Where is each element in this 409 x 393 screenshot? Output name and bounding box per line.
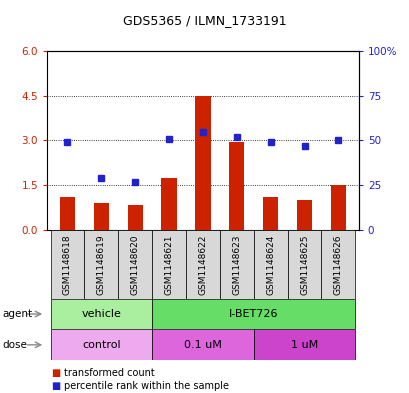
Bar	[161, 178, 176, 230]
Bar	[253, 329, 355, 360]
Bar	[127, 205, 142, 230]
Text: GSM1148622: GSM1148622	[198, 235, 207, 295]
Bar	[152, 299, 355, 329]
Bar	[94, 203, 109, 230]
Bar	[263, 197, 278, 230]
Bar	[219, 230, 253, 299]
Text: control: control	[82, 340, 120, 350]
Bar	[50, 230, 84, 299]
Text: GSM1148625: GSM1148625	[299, 235, 308, 295]
Bar	[195, 96, 210, 230]
Text: GSM1148626: GSM1148626	[333, 235, 342, 295]
Bar	[84, 230, 118, 299]
Text: ■: ■	[51, 367, 61, 378]
Text: ■: ■	[51, 381, 61, 391]
Bar	[118, 230, 152, 299]
Text: GSM1148624: GSM1148624	[265, 235, 274, 295]
Bar	[321, 230, 355, 299]
Text: 0.1 uM: 0.1 uM	[184, 340, 221, 350]
Bar	[50, 329, 152, 360]
Text: transformed count: transformed count	[64, 367, 155, 378]
Text: GSM1148623: GSM1148623	[232, 235, 241, 295]
Bar	[60, 197, 75, 230]
Bar	[186, 230, 219, 299]
Text: percentile rank within the sample: percentile rank within the sample	[64, 381, 229, 391]
Bar	[253, 230, 287, 299]
Text: GDS5365 / ILMN_1733191: GDS5365 / ILMN_1733191	[123, 14, 286, 27]
Text: agent: agent	[2, 309, 32, 319]
Text: GSM1148621: GSM1148621	[164, 235, 173, 295]
Text: GSM1148620: GSM1148620	[130, 235, 139, 295]
Text: GSM1148619: GSM1148619	[97, 235, 106, 296]
Bar	[330, 185, 345, 230]
Bar	[229, 142, 244, 230]
Text: I-BET726: I-BET726	[229, 309, 278, 319]
Bar	[152, 329, 253, 360]
Text: GSM1148618: GSM1148618	[63, 235, 72, 296]
Bar	[287, 230, 321, 299]
Text: 1 uM: 1 uM	[290, 340, 317, 350]
Bar	[296, 200, 311, 230]
Text: dose: dose	[2, 340, 27, 350]
Bar	[152, 230, 186, 299]
Text: vehicle: vehicle	[81, 309, 121, 319]
Bar	[50, 299, 152, 329]
